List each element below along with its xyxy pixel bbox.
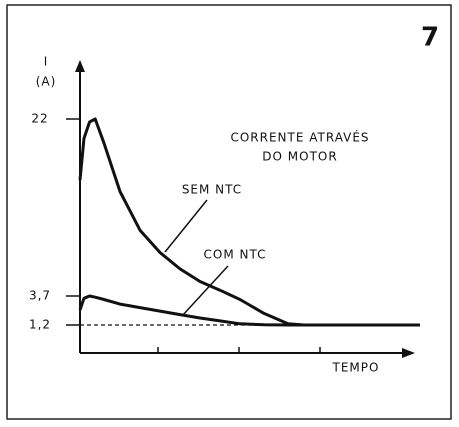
series-label: SEM NTC (182, 183, 242, 197)
annotation: CORRENTE ATRAVÉS (230, 130, 369, 145)
figure-number: 7 (421, 23, 439, 53)
frame (6, 4, 452, 420)
series-label: COM NTC (204, 248, 267, 262)
annotation: DO MOTOR (262, 150, 337, 164)
y-label: I (44, 55, 49, 69)
y-tick-label: 22 (31, 112, 48, 126)
x-arrow (402, 348, 415, 358)
leader-line (181, 265, 229, 317)
y-label: (A) (36, 75, 57, 89)
leader-line (164, 199, 208, 253)
y-arrow (75, 60, 85, 72)
series-line (78, 117, 420, 327)
series-line (78, 294, 420, 327)
y-tick-label: 3,7 (29, 289, 51, 303)
y-tick-label: 1,2 (29, 318, 51, 332)
x-label: TEMPO (332, 361, 380, 375)
